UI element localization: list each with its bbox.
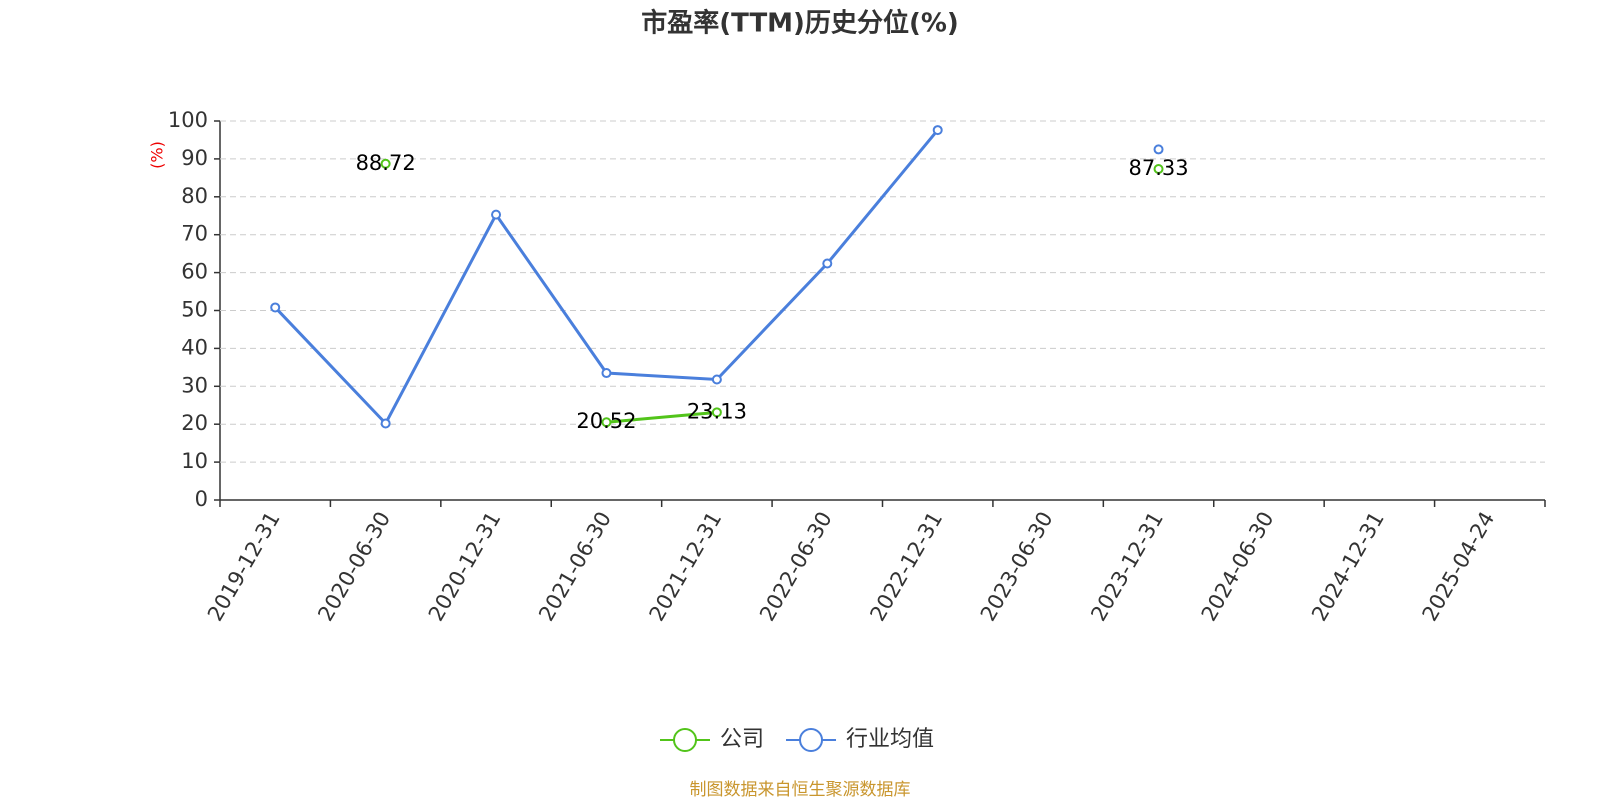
- y-tick-label: 30: [181, 373, 208, 397]
- y-axis-label: (%): [148, 141, 167, 169]
- data-label: 88.72: [356, 151, 416, 175]
- legend-icon: [799, 728, 824, 752]
- data-point: [1153, 164, 1164, 175]
- data-point: [822, 258, 833, 269]
- y-tick-label: 0: [195, 487, 208, 511]
- x-tick-label: 2019-12-31: [203, 508, 285, 626]
- legend-label: 公司: [720, 727, 764, 752]
- x-tick-label: 2021-06-30: [534, 508, 616, 626]
- legend-label: 行业均值: [846, 727, 934, 752]
- data-label: 23.13: [687, 399, 747, 423]
- data-point: [932, 125, 943, 136]
- data-point: [491, 209, 502, 220]
- x-tick-label: 2022-12-31: [865, 507, 947, 625]
- y-tick-label: 100: [168, 108, 208, 132]
- y-tick-label: 50: [181, 298, 208, 322]
- y-tick-label: 70: [181, 222, 208, 246]
- x-tick-label: 2025-04-24: [1418, 508, 1500, 626]
- data-label: 20.52: [576, 409, 636, 433]
- series-line: [606, 169, 1158, 422]
- data-point: [711, 407, 722, 418]
- y-tick-label: 20: [181, 411, 208, 435]
- x-tick-label: 2020-12-31: [424, 507, 506, 625]
- data-point: [1153, 144, 1164, 155]
- x-tick-label: 2020-06-30: [313, 508, 395, 626]
- data-point: [380, 158, 391, 169]
- source-note: 制图数据来自恒生聚源数据库: [690, 780, 911, 800]
- chart-title: 市盈率(TTM)历史分位(%): [641, 8, 959, 39]
- x-tick-label: 2021-12-31: [645, 508, 727, 626]
- data-label: 87.33: [1128, 156, 1188, 180]
- data-point: [601, 417, 612, 428]
- legend-icon: [673, 728, 697, 752]
- data-point: [380, 418, 391, 429]
- x-tick-label: 2023-12-31: [1086, 508, 1168, 626]
- data-point: [270, 302, 281, 313]
- x-tick-label: 2024-06-30: [1197, 508, 1279, 626]
- x-tick-label: 2023-06-30: [976, 508, 1058, 626]
- y-tick-label: 80: [181, 184, 208, 208]
- x-tick-label: 2024-12-31: [1307, 508, 1389, 626]
- y-tick-label: 10: [181, 449, 208, 473]
- y-tick-label: 90: [181, 146, 208, 170]
- data-point: [601, 368, 612, 379]
- x-tick-label: 2022-06-30: [755, 508, 837, 626]
- data-point: [711, 374, 722, 385]
- y-tick-label: 60: [181, 260, 208, 284]
- y-tick-label: 40: [181, 335, 208, 359]
